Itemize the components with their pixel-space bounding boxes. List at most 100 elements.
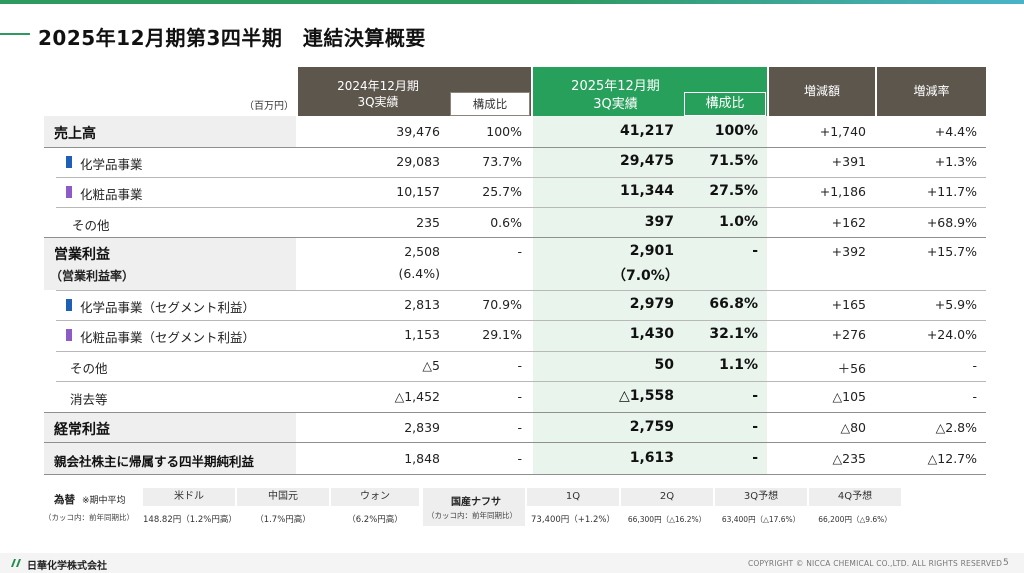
row-separator — [56, 207, 986, 208]
cell-cur: 41,217 — [619, 123, 674, 139]
cell-rate: △12.7% — [927, 451, 977, 466]
fx-usd-value: 148.82円（1.2%円高） — [143, 515, 237, 525]
row-separator — [56, 320, 986, 321]
cosmetics-segment-marker — [66, 186, 72, 198]
cell-cur-ratio: 1.0% — [719, 214, 758, 230]
cell-cur: △1,558 — [618, 388, 674, 404]
fx-krw-value: （6.2%円高） — [347, 515, 403, 525]
cell-prev: 2,508 — [404, 244, 440, 259]
cell-change: △80 — [840, 420, 866, 435]
cell-cur-ratio: 66.8% — [709, 296, 758, 312]
page-number: 5 — [1003, 558, 1009, 568]
naphtha-q4-header: 4Q予想 — [809, 488, 901, 506]
cell-prev-ratio: 29.1% — [482, 327, 522, 342]
row-separator — [44, 412, 986, 413]
cosmetics-segment-marker — [66, 329, 72, 341]
cell-prev: 29,083 — [396, 154, 440, 169]
cell-change: +1,740 — [819, 124, 866, 139]
cell-cur-ratio: 71.5% — [709, 153, 758, 169]
cell-rate: △2.8% — [935, 420, 977, 435]
label-shade-ordinary — [44, 413, 296, 443]
row-separator — [56, 290, 986, 291]
cell-prev-ratio: 100% — [486, 124, 522, 139]
cell-prev-ratio: - — [517, 420, 522, 435]
cell-rate: +68.9% — [926, 215, 977, 230]
company-logo-icon — [11, 559, 21, 567]
page-title: 2025年12月期第3四半期 連結決算概要 — [38, 26, 426, 50]
row-label-other: その他 — [72, 218, 110, 233]
footer-bar — [0, 553, 1024, 573]
row-label-operating-income: 営業利益 — [54, 247, 110, 263]
cell-prev: 1,153 — [404, 327, 440, 342]
cell-prev: △1,452 — [394, 389, 440, 404]
cell-rate: +15.7% — [926, 244, 977, 259]
fx-label: 為替 — [54, 494, 75, 506]
label-shade-sales — [44, 116, 296, 147]
cell-prev-ratio: 25.7% — [482, 184, 522, 199]
cell-prev-margin: (6.4%) — [398, 266, 440, 281]
cell-change: +162 — [831, 215, 866, 230]
row-separator — [56, 351, 986, 352]
cell-cur-ratio: 32.1% — [709, 326, 758, 342]
row-separator — [44, 442, 986, 443]
header-cur-period-line2: 3Q実績 — [593, 97, 638, 112]
header-change-amount: 増減額 — [769, 67, 875, 116]
cell-prev-ratio: - — [517, 358, 522, 373]
header-prev-period-line2: 3Q実績 — [357, 95, 399, 109]
cell-prev-ratio: 0.6% — [490, 215, 522, 230]
row-label-chemical-segment-profit: 化学品事業（セグメント利益） — [80, 300, 256, 315]
cell-cur-ratio: 1.1% — [719, 357, 758, 373]
cell-change: △105 — [832, 389, 866, 404]
cell-rate: +5.9% — [934, 297, 977, 312]
label-shade-operating — [44, 238, 296, 290]
cell-rate: +1.3% — [934, 154, 977, 169]
header-prev-period-line1: 2024年12月期 — [337, 79, 419, 93]
cell-cur: 29,475 — [619, 153, 674, 169]
cell-cur: 11,344 — [619, 183, 674, 199]
chemical-segment-marker — [66, 299, 72, 311]
cell-cur: 1,613 — [629, 450, 674, 466]
cell-cur: 397 — [644, 214, 674, 230]
company-name: 日華化学株式会社 — [27, 561, 107, 572]
label-shade-net — [44, 443, 296, 474]
cell-prev-ratio: 70.9% — [482, 297, 522, 312]
cell-prev: 10,157 — [396, 184, 440, 199]
cell-rate: - — [972, 358, 977, 373]
header-change-rate: 増減率 — [877, 67, 986, 116]
cell-change: +392 — [831, 244, 866, 259]
cell-cur-margin: （7.0%） — [612, 268, 679, 284]
row-separator — [44, 237, 986, 238]
row-label-eliminations: 消去等 — [70, 392, 108, 407]
cell-cur: 50 — [654, 357, 674, 373]
cell-prev-ratio: - — [517, 244, 522, 259]
cell-rate: +24.0% — [926, 327, 977, 342]
header-cur-period-line1: 2025年12月期 — [571, 79, 660, 94]
row-separator — [44, 474, 986, 475]
cell-cur: 2,979 — [629, 296, 674, 312]
cell-change: +276 — [831, 327, 866, 342]
cell-change: ＋56 — [837, 361, 866, 376]
fx-cny-value: （1.7%円高） — [255, 515, 311, 525]
fx-label-block: 為替 ※期中平均 （カッコ内：前年同期比） — [44, 488, 142, 526]
cell-cur: 2,901 — [629, 243, 674, 259]
fx-sub-note: （カッコ内：前年同期比） — [44, 513, 134, 522]
cell-prev: 2,813 — [404, 297, 440, 312]
top-accent-bar-gradient — [560, 0, 1024, 4]
naphtha-label: 国産ナフサ — [451, 497, 501, 508]
row-separator — [56, 381, 986, 382]
cell-change: +165 — [831, 297, 866, 312]
cell-cur-ratio: 100% — [714, 123, 758, 139]
cell-prev: 1,848 — [404, 451, 440, 466]
cell-cur-ratio: - — [752, 388, 758, 404]
row-separator — [44, 147, 986, 148]
header-prev-ratio: 構成比 — [450, 92, 530, 116]
cell-prev: △5 — [422, 358, 440, 373]
cell-prev-ratio: - — [517, 389, 522, 404]
current-period-column-shade — [533, 116, 767, 474]
cell-prev: 39,476 — [396, 124, 440, 139]
naphtha-q2-value: 66,300円（△16.2%） — [627, 515, 707, 524]
cell-change: +391 — [831, 154, 866, 169]
cell-rate: +11.7% — [926, 184, 977, 199]
cell-cur-ratio: 27.5% — [709, 183, 758, 199]
naphtha-q3-value: 63,400円（△17.6%） — [721, 515, 801, 524]
